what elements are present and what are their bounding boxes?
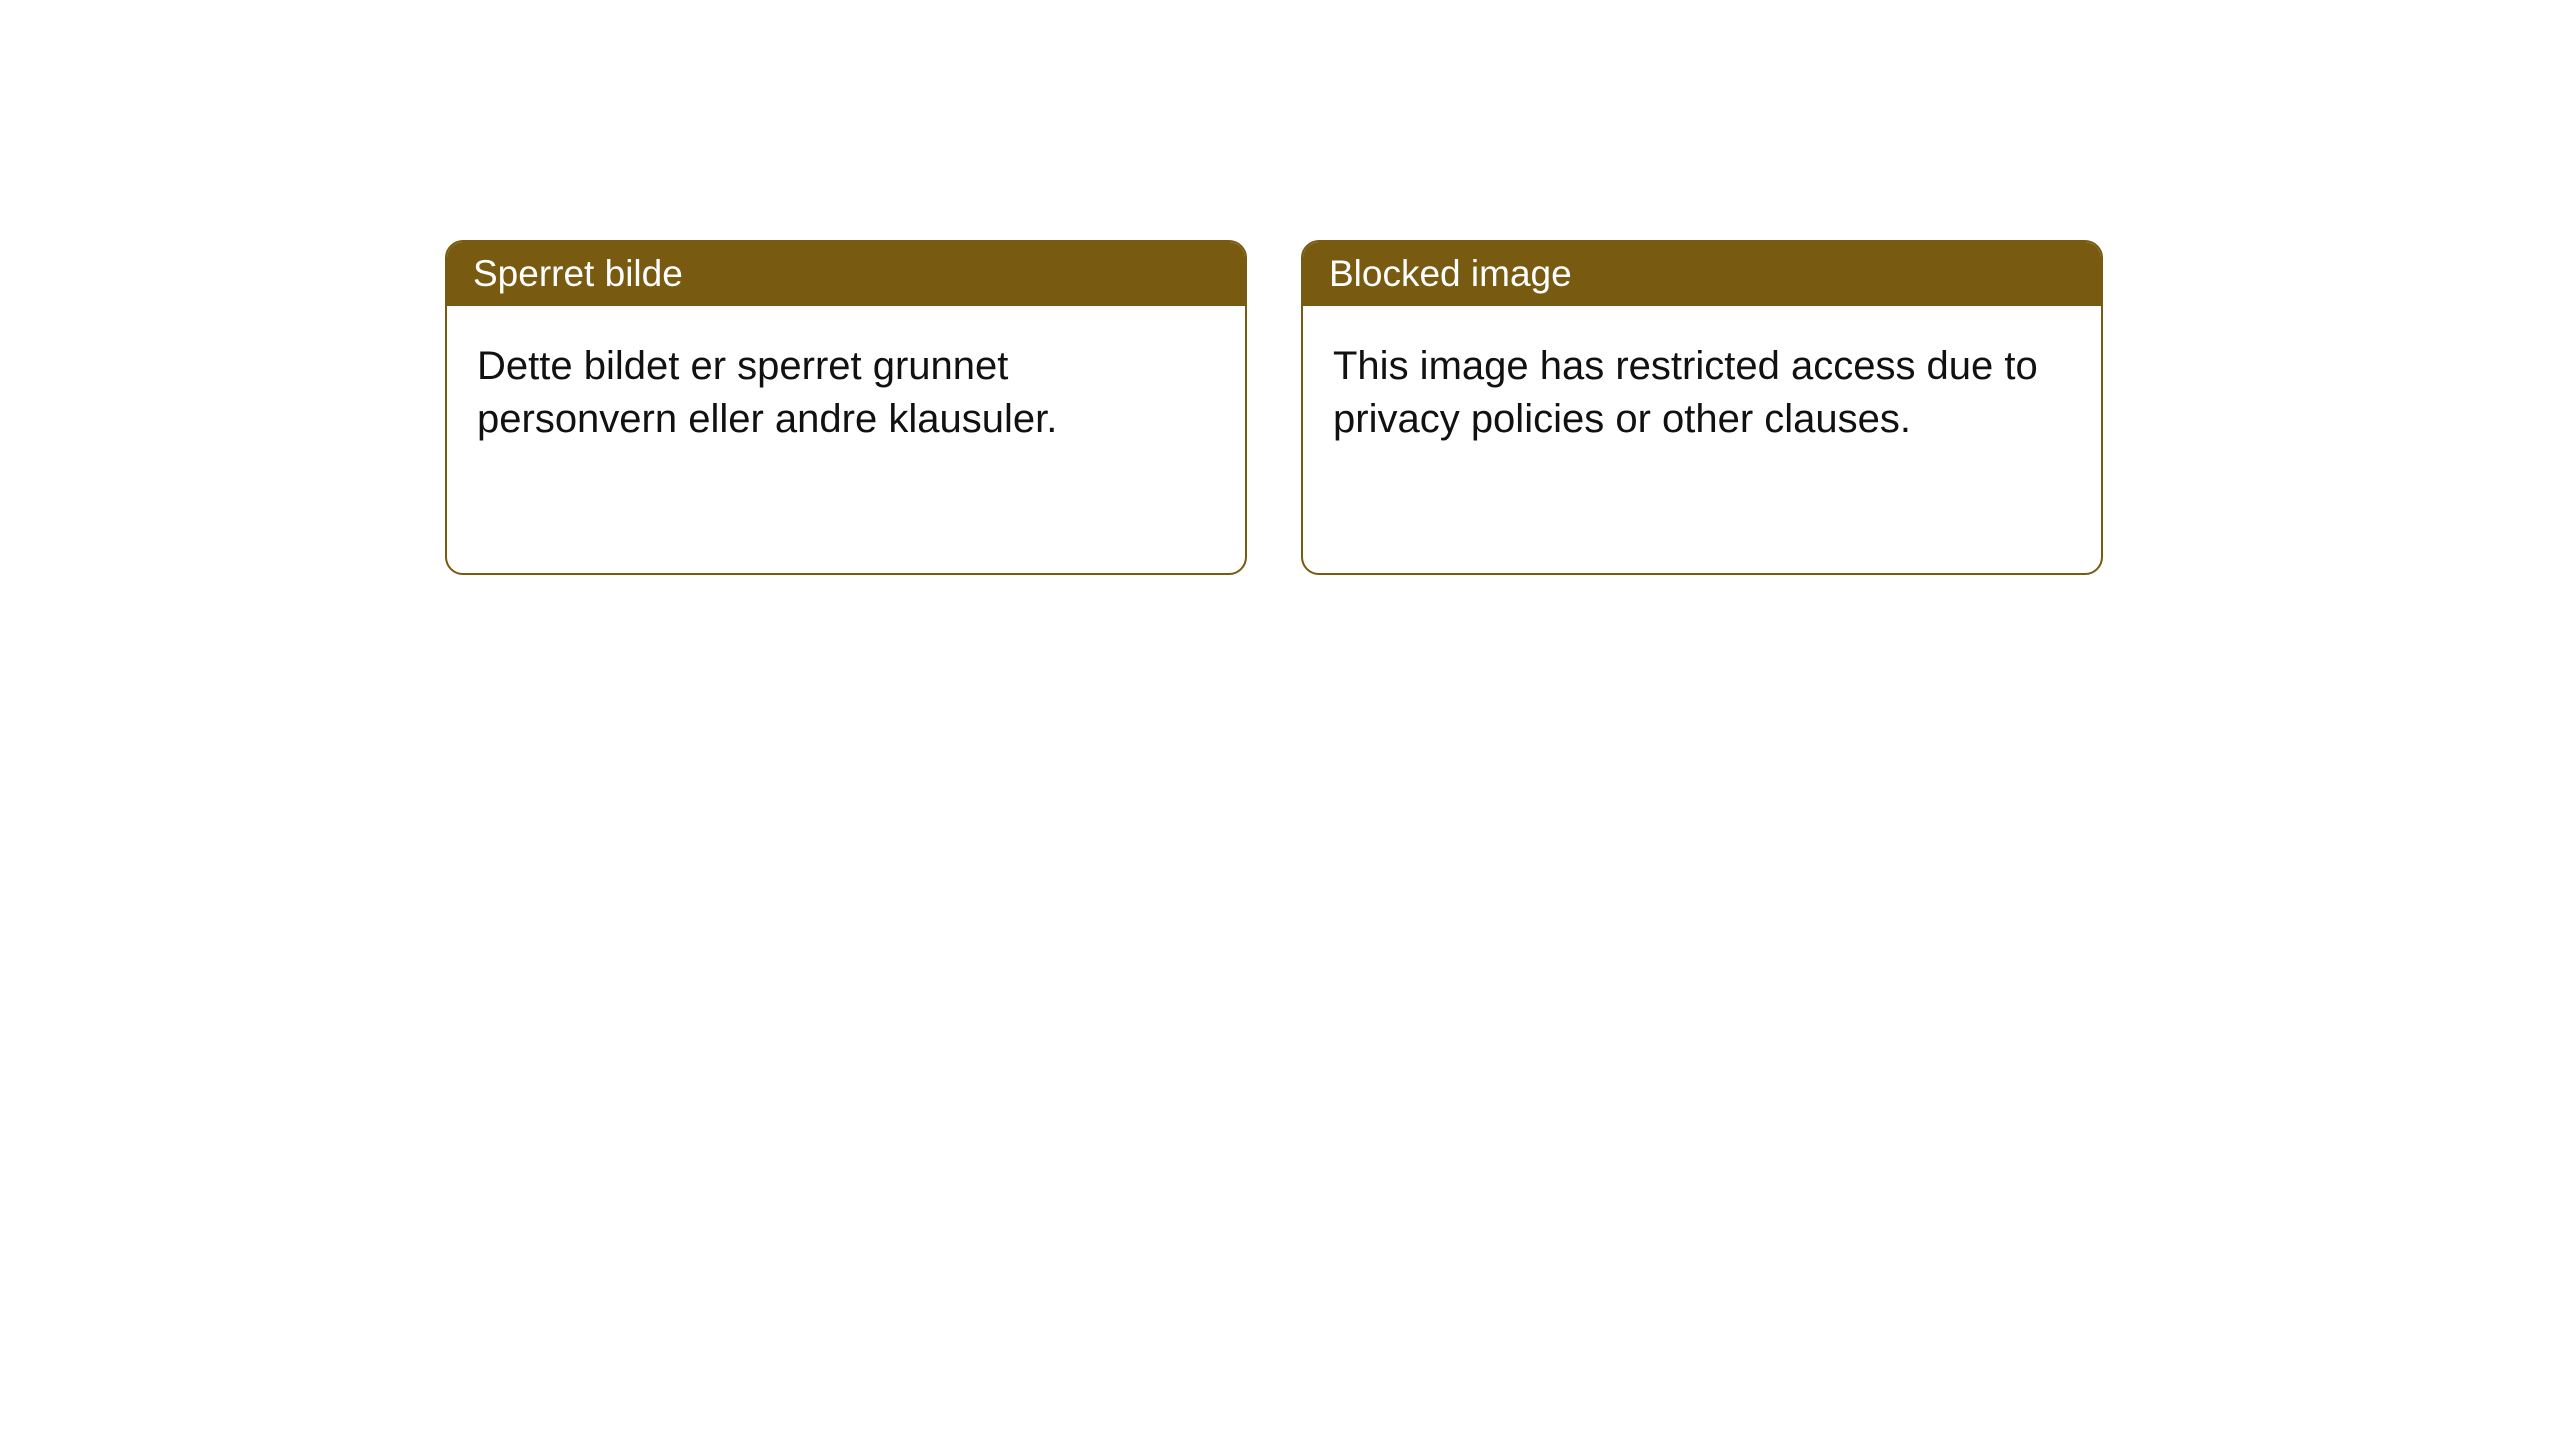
notice-card-title: Sperret bilde (447, 242, 1245, 306)
notice-card-title: Blocked image (1303, 242, 2101, 306)
notice-card-norwegian: Sperret bilde Dette bildet er sperret gr… (445, 240, 1247, 575)
notice-card-body: Dette bildet er sperret grunnet personve… (447, 306, 1245, 480)
notice-card-english: Blocked image This image has restricted … (1301, 240, 2103, 575)
notice-card-body: This image has restricted access due to … (1303, 306, 2101, 480)
notice-cards-container: Sperret bilde Dette bildet er sperret gr… (445, 240, 2103, 575)
